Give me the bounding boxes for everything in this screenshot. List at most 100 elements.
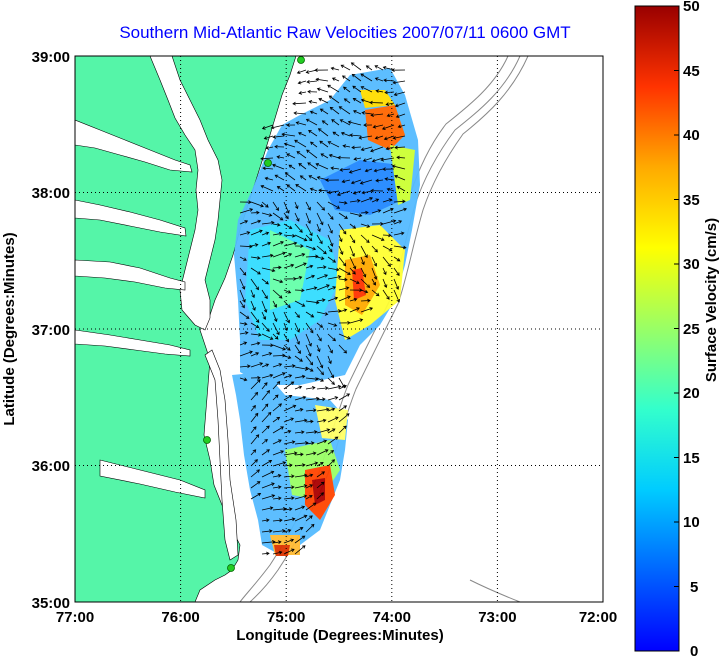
velocity-arrow [250, 289, 255, 299]
velocity-arrow [283, 212, 289, 220]
velocity-arrow [327, 344, 333, 354]
velocity-arrow [250, 412, 259, 423]
velocity-arrow [272, 135, 285, 139]
velocity-arrow [350, 62, 362, 71]
velocity-arrow [283, 374, 293, 379]
velocity-arrow [283, 548, 295, 555]
velocity-arrow [327, 286, 337, 291]
velocity-arrow [261, 425, 270, 434]
velocity-arrow [352, 190, 362, 195]
velocity-arrow [348, 168, 362, 174]
velocity-arrow [294, 484, 308, 489]
velocity-arrow [261, 300, 268, 313]
velocity-arrow [305, 245, 317, 251]
velocity-arrow [347, 120, 362, 126]
velocity-arrow [286, 123, 296, 127]
velocity-arrow [316, 471, 326, 478]
velocity-arrow [239, 311, 250, 319]
velocity-arrow [294, 223, 303, 233]
velocity-arrow [294, 418, 308, 423]
velocity-arrow [260, 185, 274, 192]
velocity-arrow [283, 440, 296, 445]
velocity-arrow [338, 384, 347, 390]
velocity-arrow [385, 102, 395, 106]
velocity-arrow [318, 97, 329, 104]
current-vectors [239, 62, 408, 556]
velocity-arrow [239, 208, 254, 214]
velocity-arrow [272, 212, 284, 221]
velocity-arrow [353, 157, 362, 161]
velocity-arrow [261, 403, 269, 412]
velocity-arrow [331, 119, 340, 126]
velocity-arrow [250, 493, 262, 500]
velocity-arrow [283, 528, 292, 533]
velocity-arrow [261, 529, 273, 533]
velocity-arrow [393, 207, 408, 214]
velocity-arrow [360, 278, 371, 288]
velocity-arrow [316, 176, 329, 181]
velocity-arrow [338, 234, 343, 243]
velocity-arrow [283, 311, 290, 324]
velocity-arrow [294, 322, 300, 333]
velocity-arrow [309, 141, 318, 148]
y-tick-label: 35:00 [32, 595, 70, 612]
velocity-arrow [250, 267, 261, 275]
velocity-arrow [305, 451, 317, 456]
colorbar-tick-label: 20 [683, 385, 700, 402]
velocity-arrow [283, 485, 295, 490]
velocity-arrow [239, 350, 253, 357]
velocity-arrow [364, 168, 373, 173]
velocity-arrow [382, 278, 388, 289]
velocity-arrow [272, 201, 279, 211]
velocity-arrow [314, 68, 329, 73]
velocity-arrow [360, 86, 373, 93]
velocity-arrow [276, 155, 285, 159]
velocity-arrow [316, 428, 331, 434]
velocity-arrow [338, 223, 347, 235]
velocity-arrow [283, 253, 293, 258]
velocity-arrow [261, 470, 275, 478]
velocity-arrow [305, 366, 314, 372]
velocity-arrow [272, 265, 282, 270]
velocity-arrow [261, 201, 269, 208]
velocity-arrow [316, 333, 322, 342]
velocity-arrow [250, 469, 261, 478]
velocity-arrow [305, 264, 314, 269]
velocity-arrow [349, 212, 363, 218]
velocity-arrow [396, 155, 406, 160]
velocity-arrow [283, 344, 291, 351]
velocity-arrow [382, 198, 393, 203]
velocity-arrow [305, 386, 316, 390]
velocity-arrow [294, 366, 309, 371]
velocity-arrow [332, 131, 340, 137]
velocity-arrow [239, 364, 251, 369]
velocity-arrow [294, 311, 300, 318]
velocity-arrow [316, 397, 326, 402]
velocity-arrow [382, 66, 395, 71]
velocity-arrow [316, 223, 321, 233]
velocity-arrow [327, 459, 336, 467]
velocity-arrow [239, 278, 246, 290]
velocity-arrow [272, 540, 282, 545]
velocity-arrow [360, 307, 374, 313]
velocity-arrow [316, 284, 330, 291]
velocity-arrow [343, 98, 351, 104]
velocity-arrow [338, 267, 351, 275]
velocity-arrow [349, 223, 357, 229]
colorbar-tick-label: 45 [683, 63, 700, 80]
velocity-arrow [274, 144, 285, 149]
velocity-arrow [371, 256, 377, 267]
velocity-arrow [297, 132, 307, 137]
velocity-arrow [351, 73, 362, 82]
velocity-arrow [239, 300, 245, 309]
velocity-arrow [309, 110, 318, 115]
velocity-arrow [338, 256, 347, 267]
velocity-arrow [294, 275, 303, 280]
velocity-arrow [293, 111, 307, 116]
velocity-arrow [316, 298, 326, 303]
station-marker [227, 564, 235, 572]
velocity-arrow [294, 212, 300, 222]
velocity-arrow [294, 407, 304, 412]
velocity-arrow [316, 355, 324, 369]
velocity-arrow [250, 341, 261, 346]
